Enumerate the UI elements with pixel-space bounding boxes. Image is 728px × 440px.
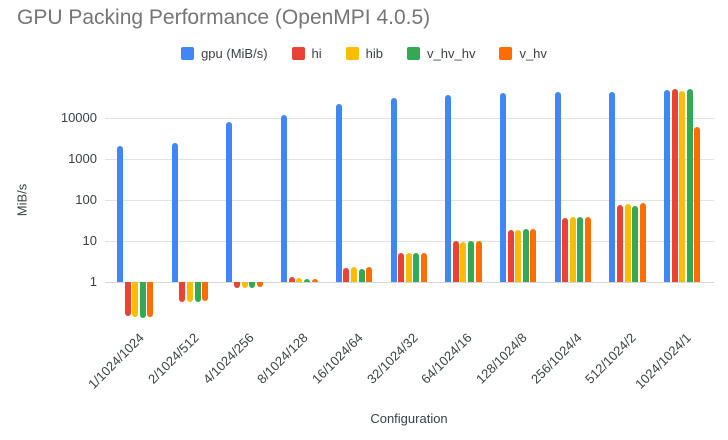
bar-hib-64/1024/16 xyxy=(460,241,466,282)
x-axis-title: Configuration xyxy=(370,411,448,426)
legend-label: v_hv xyxy=(519,46,547,61)
legend-swatch-icon xyxy=(407,47,421,60)
bar-gpu-mib-s--256/1024/4 xyxy=(555,92,561,282)
bar-gpu-mib-s--32/1024/32 xyxy=(391,97,397,282)
gridline-1000 xyxy=(105,159,714,160)
y-tick-label: 1000 xyxy=(68,151,97,166)
bar-v-hv-hv-512/1024/2 xyxy=(632,205,638,282)
bar-v-hv-hv-64/1024/16 xyxy=(468,241,474,282)
gridline-100 xyxy=(105,200,714,201)
x-tick-label: 1024/1024/1 xyxy=(632,330,694,392)
bar-v-hv-hv-2/1024/512 xyxy=(195,282,201,303)
gridline-10000 xyxy=(105,118,714,119)
y-axis-title: MiB/s xyxy=(14,183,30,217)
bar-hib-4/1024/256 xyxy=(242,282,248,288)
x-tick-label: 2/1024/512 xyxy=(144,330,202,387)
bar-v-hv-256/1024/4 xyxy=(585,217,591,282)
y-tick-label: 10000 xyxy=(60,110,97,125)
bar-v-hv-8/1024/128 xyxy=(312,278,318,282)
x-tick-label: 1/1024/1024 xyxy=(85,330,147,392)
bar-hib-8/1024/128 xyxy=(296,278,302,282)
bar-v-hv-hv-16/1024/64 xyxy=(359,268,365,282)
legend-item-gpu-mib-s-: gpu (MiB/s) xyxy=(181,46,268,61)
bar-hi-32/1024/32 xyxy=(398,253,404,282)
bar-hi-1/1024/1024 xyxy=(125,282,131,316)
legend-label: hi xyxy=(311,46,322,61)
bar-v-hv-hv-128/1024/8 xyxy=(523,229,529,282)
bar-v-hv-hv-1/1024/1024 xyxy=(140,282,146,319)
legend-swatch-icon xyxy=(291,47,305,60)
bar-hib-256/1024/4 xyxy=(570,217,576,282)
bar-gpu-mib-s--128/1024/8 xyxy=(500,93,506,282)
x-tick-label: 256/1024/4 xyxy=(527,330,585,387)
legend-item-v-hv-hv: v_hv_hv xyxy=(407,46,475,61)
legend-swatch-icon xyxy=(499,47,513,60)
legend-item-v-hv: v_hv xyxy=(499,46,547,61)
bar-hib-32/1024/32 xyxy=(406,253,412,282)
bar-hi-2/1024/512 xyxy=(179,282,185,303)
bar-v-hv-hv-256/1024/4 xyxy=(577,217,583,282)
bar-gpu-mib-s--4/1024/256 xyxy=(226,122,232,282)
bar-hi-16/1024/64 xyxy=(343,268,349,282)
bar-hi-512/1024/2 xyxy=(617,205,623,282)
x-tick-label: 8/1024/128 xyxy=(254,330,311,387)
bar-v-hv-16/1024/64 xyxy=(366,267,372,282)
bar-hib-1024/1024/1 xyxy=(679,90,685,282)
bar-hib-128/1024/8 xyxy=(515,229,521,282)
bar-v-hv-1024/1024/1 xyxy=(694,126,700,282)
bar-v-hv-hv-1024/1024/1 xyxy=(687,88,693,282)
bar-hib-512/1024/2 xyxy=(625,203,631,282)
bar-hi-64/1024/16 xyxy=(453,241,459,282)
bar-gpu-mib-s--16/1024/64 xyxy=(336,104,342,282)
chart-title: GPU Packing Performance (OpenMPI 4.0.5) xyxy=(17,6,431,29)
bar-v-hv-hv-32/1024/32 xyxy=(413,253,419,282)
bar-v-hv-32/1024/32 xyxy=(421,252,427,282)
x-tick-label: 128/1024/8 xyxy=(473,330,530,387)
bar-v-hv-1/1024/1024 xyxy=(147,282,153,317)
bar-v-hv-hv-8/1024/128 xyxy=(304,278,310,282)
legend-label: gpu (MiB/s) xyxy=(201,46,268,61)
bar-hib-16/1024/64 xyxy=(351,267,357,282)
legend-swatch-icon xyxy=(345,47,359,60)
legend-item-hi: hi xyxy=(291,46,322,61)
bar-hi-8/1024/128 xyxy=(289,277,295,282)
x-tick-label: 4/1024/256 xyxy=(199,330,257,387)
bar-v-hv-64/1024/16 xyxy=(476,240,482,282)
x-tick-label: 64/1024/16 xyxy=(418,330,476,387)
bar-hib-2/1024/512 xyxy=(187,282,193,302)
bar-v-hv-2/1024/512 xyxy=(202,282,208,302)
bar-gpu-mib-s--64/1024/16 xyxy=(445,94,451,282)
legend: gpu (MiB/s) hi hib v_hv_hv v_hv xyxy=(0,46,728,61)
bar-v-hv-128/1024/8 xyxy=(530,228,536,282)
bar-v-hv-512/1024/2 xyxy=(640,203,646,282)
bar-v-hv-hv-4/1024/256 xyxy=(249,282,255,289)
legend-label: v_hv_hv xyxy=(427,46,476,61)
legend-item-hib: hib xyxy=(345,46,384,61)
bar-gpu-mib-s--512/1024/2 xyxy=(609,92,615,282)
gridline-10 xyxy=(105,241,714,242)
bar-gpu-mib-s--8/1024/128 xyxy=(281,114,287,282)
x-tick-label: 32/1024/32 xyxy=(363,330,421,387)
x-tick-label: 512/1024/2 xyxy=(582,330,640,387)
bar-gpu-mib-s--1024/1024/1 xyxy=(664,90,670,282)
bar-hi-4/1024/256 xyxy=(234,282,240,289)
legend-label: hib xyxy=(365,46,384,61)
bar-hi-128/1024/8 xyxy=(508,229,514,282)
bar-hi-256/1024/4 xyxy=(562,217,568,282)
legend-swatch-icon xyxy=(181,47,195,60)
x-tick-label: 16/1024/64 xyxy=(308,330,366,387)
y-tick-label: 100 xyxy=(75,192,97,207)
y-tick-label: 1 xyxy=(89,274,97,289)
y-tick-label: 10 xyxy=(82,233,97,248)
bar-hib-1/1024/1024 xyxy=(132,282,138,317)
gridline-1 xyxy=(105,282,714,283)
bar-v-hv-4/1024/256 xyxy=(257,282,263,288)
bar-hi-1024/1024/1 xyxy=(672,89,678,282)
bar-gpu-mib-s--1/1024/1024 xyxy=(117,145,123,282)
bar-gpu-mib-s--2/1024/512 xyxy=(172,142,178,282)
